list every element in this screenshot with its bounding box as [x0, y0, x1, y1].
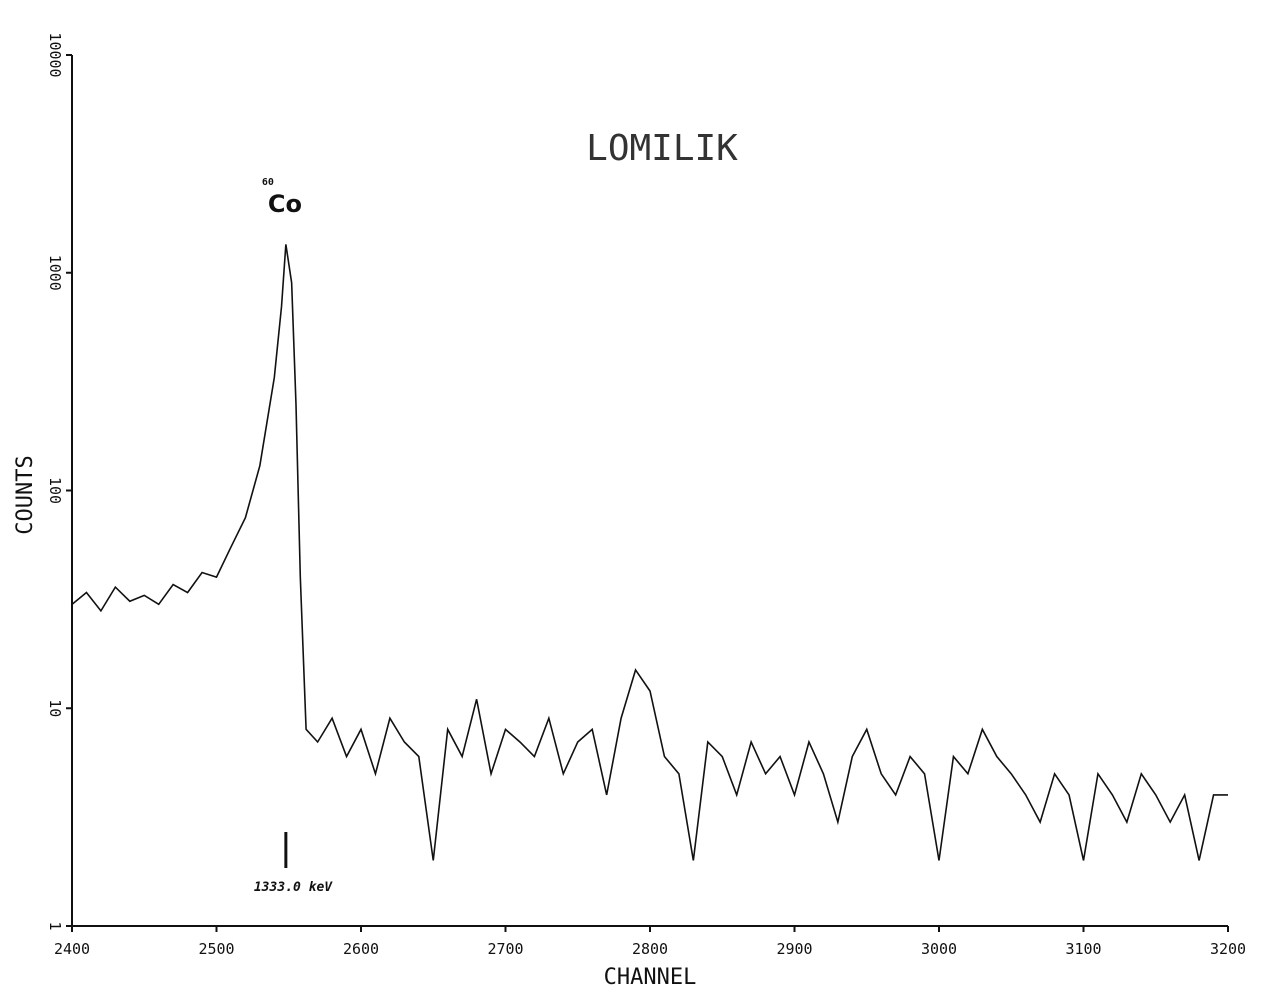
peak-element: Co: [268, 190, 302, 218]
x-tick-label: 3100: [1065, 940, 1101, 958]
peak-mass: 60: [262, 177, 274, 188]
energy-label: 1333.0 keV: [254, 880, 333, 895]
y-tick-label: 1000: [46, 255, 64, 291]
x-tick-label: 2500: [198, 940, 234, 958]
chart-title: LOMILIK: [586, 128, 738, 169]
y-tick-label: 1: [46, 921, 64, 930]
y-tick-label: 10: [46, 699, 64, 717]
y-tick-label: 100: [46, 477, 64, 504]
x-tick-label: 2800: [632, 940, 668, 958]
x-tick-label: 3200: [1210, 940, 1246, 958]
x-tick-label: 2900: [776, 940, 812, 958]
spectrum-line: [71, 244, 1228, 861]
y-axis-label: COUNTS: [13, 455, 38, 534]
x-tick-label: 2700: [487, 940, 523, 958]
x-axis-label: CHANNEL: [604, 965, 697, 990]
x-tick-label: 3000: [921, 940, 957, 958]
x-tick-label: 2400: [54, 940, 90, 958]
x-tick-label: 2600: [343, 940, 379, 958]
y-tick-label: 10000: [46, 32, 64, 77]
